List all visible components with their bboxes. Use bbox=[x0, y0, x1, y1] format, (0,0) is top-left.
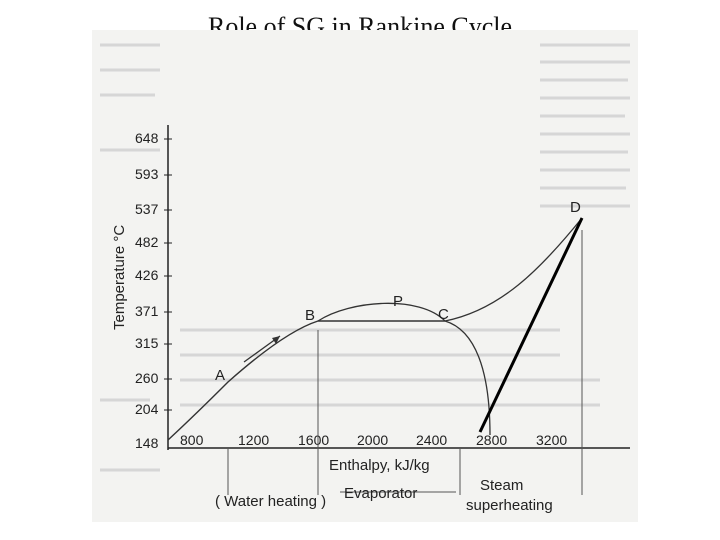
point-label-d: D bbox=[570, 199, 581, 216]
x-tick-label: 2400 bbox=[416, 432, 447, 448]
y-tick-label: 315 bbox=[135, 335, 159, 351]
x-tick-label: 1600 bbox=[298, 432, 329, 448]
point-label-c: C bbox=[438, 306, 449, 323]
y-tick-label: 648 bbox=[135, 130, 159, 146]
y-tick-label: 482 bbox=[135, 234, 159, 250]
evaporator-label: Evaporator bbox=[344, 485, 417, 502]
x-tick-label: 3200 bbox=[536, 432, 567, 448]
x-tick-label: 800 bbox=[180, 432, 204, 448]
point-label-a: A bbox=[215, 367, 225, 384]
heating-line bbox=[167, 320, 445, 441]
y-tick-label: 537 bbox=[135, 201, 159, 217]
y-tick-marks bbox=[164, 138, 172, 411]
arrow-head bbox=[272, 336, 280, 344]
saturation-dome-top bbox=[317, 302, 446, 322]
y-tick-label: 593 bbox=[135, 166, 159, 182]
superheating-label: superheating bbox=[466, 497, 553, 514]
expansion-line bbox=[478, 217, 584, 433]
y-tick-label: 371 bbox=[135, 303, 159, 319]
x-tick-label: 1200 bbox=[238, 432, 269, 448]
y-axis-label: Temperature °C bbox=[111, 225, 128, 330]
water-heating-label: ( Water heating ) bbox=[215, 493, 326, 510]
x-tick-label: 2800 bbox=[476, 432, 507, 448]
scan-text-lines bbox=[100, 43, 630, 472]
y-tick-label: 204 bbox=[135, 401, 159, 417]
x-tick-label: 2000 bbox=[357, 432, 388, 448]
scan-background bbox=[92, 30, 638, 522]
point-label-b: B bbox=[305, 307, 315, 324]
superheat-curve bbox=[444, 217, 583, 322]
y-tick-label: 148 bbox=[135, 435, 159, 451]
steam-label: Steam bbox=[480, 477, 523, 494]
point-label-p: P bbox=[393, 293, 403, 310]
y-tick-label: 426 bbox=[135, 267, 159, 283]
y-tick-label: 260 bbox=[135, 370, 159, 386]
x-axis-label: Enthalpy, kJ/kg bbox=[329, 457, 430, 474]
